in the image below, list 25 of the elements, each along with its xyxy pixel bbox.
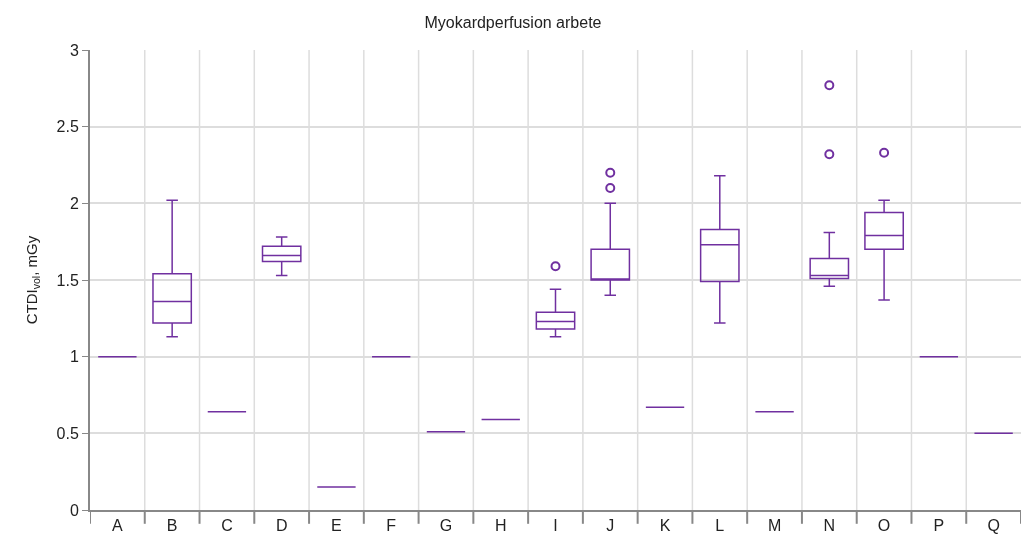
x-tick-label: Q bbox=[987, 517, 1000, 535]
x-tick-label: D bbox=[275, 517, 288, 535]
x-tick-label: M bbox=[767, 517, 782, 535]
y-tick-label: 3 bbox=[69, 41, 79, 59]
x-tick-label: K bbox=[659, 517, 671, 535]
chart-title: Myokardperfusion arbete bbox=[424, 13, 602, 31]
x-tick-label: J bbox=[606, 517, 615, 535]
x-tick-label: N bbox=[823, 517, 836, 535]
y-tick-label: 0.5 bbox=[56, 424, 79, 442]
x-tick-label: E bbox=[331, 517, 342, 535]
x-tick-label: G bbox=[439, 517, 453, 535]
y-tick-label: 2.5 bbox=[56, 118, 79, 136]
x-tick-label: A bbox=[112, 517, 124, 535]
y-tick-label: 2 bbox=[69, 194, 79, 212]
y-tick-label: 1.5 bbox=[56, 271, 79, 289]
x-tick-label: L bbox=[715, 517, 725, 535]
x-tick-label: B bbox=[166, 517, 178, 535]
x-tick-label: C bbox=[221, 517, 233, 535]
x-tick-label: P bbox=[933, 517, 945, 535]
x-tick-label: F bbox=[386, 517, 397, 535]
y-tick-label: 0 bbox=[69, 501, 79, 519]
y-tick-label: 1 bbox=[69, 348, 79, 366]
x-tick-label: O bbox=[877, 517, 891, 535]
x-tick-label: H bbox=[494, 517, 507, 535]
x-tick-label: I bbox=[553, 517, 558, 535]
